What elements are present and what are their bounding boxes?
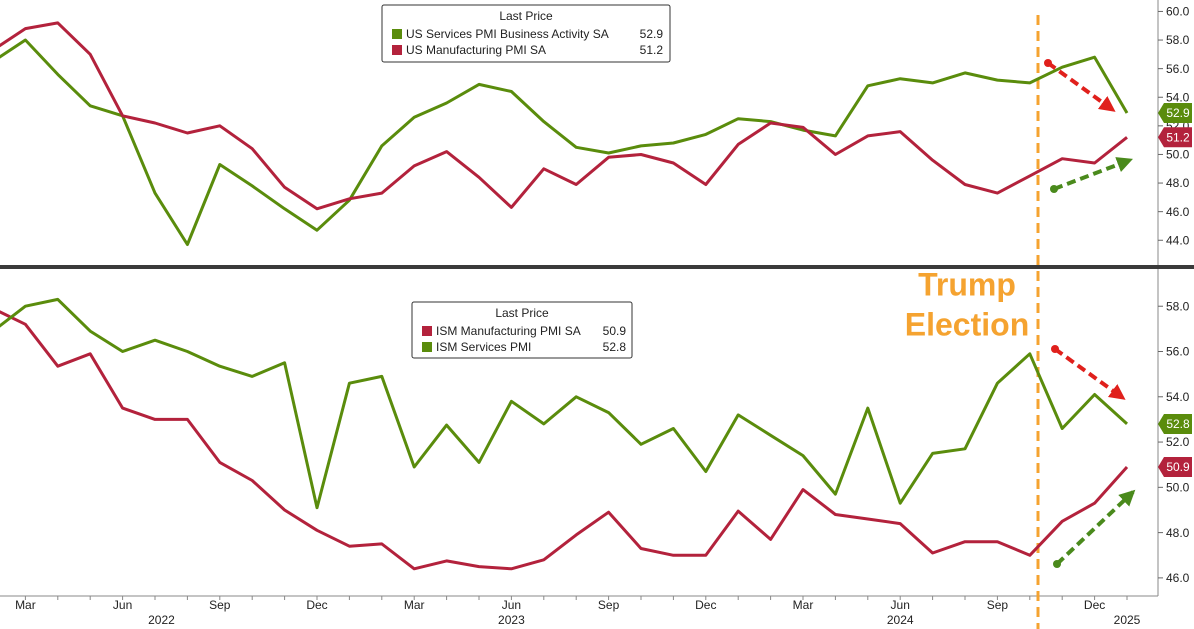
x-tick-label: Sep <box>987 598 1009 612</box>
series-group <box>0 297 1129 571</box>
annotation: Trump <box>918 266 1016 302</box>
y-tick-label: 50.0 <box>1166 481 1190 495</box>
series-line <box>0 21 1128 211</box>
x-tick-label: Mar <box>793 598 814 612</box>
legend-value: 52.8 <box>603 340 627 354</box>
value-flag <box>1158 413 1192 434</box>
panel-divider <box>0 265 1194 269</box>
legend-box <box>411 301 633 359</box>
y-tick-label: 60.0 <box>1166 5 1190 19</box>
legend-swatch <box>392 45 402 55</box>
legend-box <box>381 4 671 63</box>
y-tick-label: 54.0 <box>1166 90 1190 104</box>
x-tick-label: Sep <box>598 598 620 612</box>
value-flag-label: 50.9 <box>1166 460 1190 474</box>
arrows <box>1044 59 1136 568</box>
y-tick-label: 56.0 <box>1166 62 1190 76</box>
x-tick-label: Sep <box>209 598 231 612</box>
annotation: Election <box>905 306 1029 342</box>
y-tick-label: 50.0 <box>1166 148 1190 162</box>
y-tick-label: 46.0 <box>1166 571 1190 585</box>
x-year-label: 2023 <box>498 613 525 627</box>
series-group <box>0 21 1129 246</box>
x-tick-label: Jun <box>502 598 521 612</box>
y-tick-label: 56.0 <box>1166 345 1190 359</box>
value-flag-label: 52.8 <box>1166 417 1190 431</box>
x-tick-label: Jun <box>891 598 910 612</box>
y-tick-label: 44.0 <box>1166 233 1190 247</box>
legend-value: 51.2 <box>640 43 664 57</box>
series-line <box>0 310 1129 571</box>
plot-layer: 44.0 46.0 48.0 50.0 52.0 54.0 56.0 58.0 60.0 46.0… <box>0 5 1190 585</box>
legend-swatch <box>422 326 432 336</box>
x-tick-label: Dec <box>695 598 716 612</box>
arrow-dot <box>1053 560 1061 568</box>
series-line <box>0 297 1129 510</box>
value-flag-label: 52.9 <box>1166 106 1190 120</box>
y-tick-label: 58.0 <box>1166 299 1190 313</box>
y-tick-label: 58.0 <box>1166 33 1190 47</box>
arrow-dot <box>1044 59 1052 67</box>
x-tick-label: Dec <box>306 598 327 612</box>
series-line <box>0 38 1129 246</box>
legend-title: Last Price <box>499 9 553 23</box>
value-flag-label: 51.2 <box>1166 130 1190 144</box>
legend-value: 52.9 <box>640 27 664 41</box>
x-year-label: 2024 <box>887 613 914 627</box>
y-tick-label: 52.0 <box>1166 435 1190 449</box>
x-tick-label: Mar <box>404 598 425 612</box>
x-tick-label: Dec <box>1084 598 1105 612</box>
legend-label: ISM Services PMI <box>436 340 531 354</box>
y-tick-label: 48.0 <box>1166 526 1190 540</box>
y-tick-label: 46.0 <box>1166 205 1190 219</box>
x-year-label: 2022 <box>148 613 175 627</box>
legend-value: 50.9 <box>603 324 627 338</box>
x-tick-label: Jun <box>113 598 132 612</box>
value-flag <box>1158 127 1192 148</box>
arrow-dot <box>1051 345 1059 353</box>
y-tick-label: 54.0 <box>1166 390 1190 404</box>
legend-label: US Manufacturing PMI SA <box>406 43 546 57</box>
x-tick-label: Mar <box>15 598 36 612</box>
x-year-label: 2025 <box>1114 613 1141 627</box>
value-flag <box>1158 102 1192 123</box>
value-flag <box>1158 456 1192 477</box>
y-tick-label: 48.0 <box>1166 176 1190 190</box>
arrow <box>1055 489 1136 566</box>
arrow-dot <box>1050 185 1058 193</box>
legend-swatch <box>422 342 432 352</box>
legend-label: US Services PMI Business Activity SA <box>406 27 609 41</box>
legend-title: Last Price <box>495 306 549 320</box>
legend-swatch <box>392 29 402 39</box>
legend-label: ISM Manufacturing PMI SA <box>436 324 581 338</box>
